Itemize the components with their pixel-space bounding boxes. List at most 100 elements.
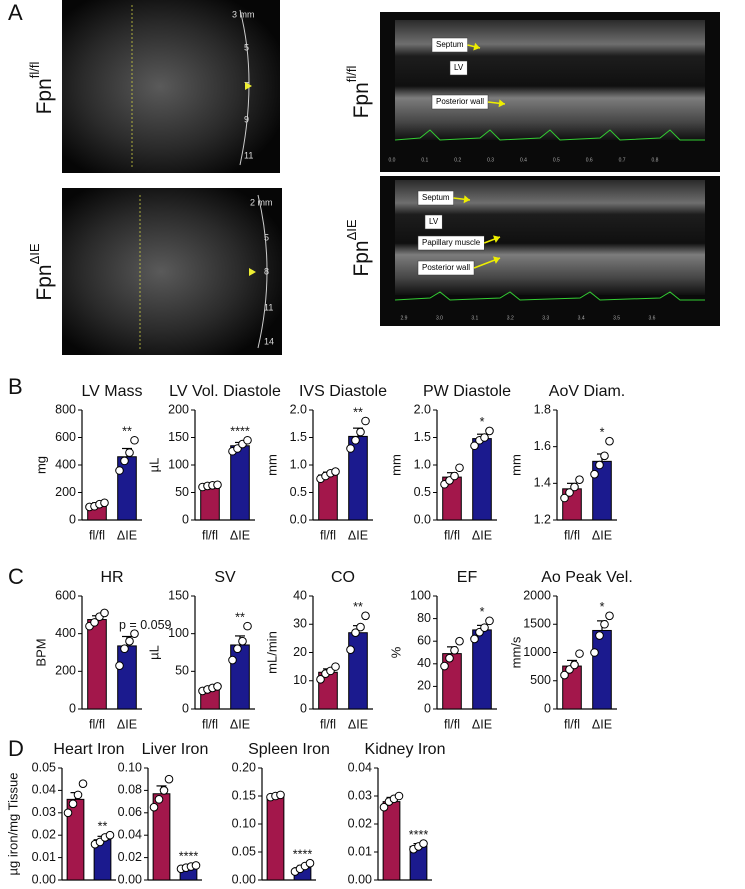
data-point: [575, 649, 584, 658]
x-tick-label: fl/fl: [320, 528, 336, 542]
y-axis-label: mm: [388, 454, 403, 476]
data-point: [233, 644, 242, 654]
y-tick-label: 0: [300, 701, 307, 715]
data-point: [485, 426, 494, 436]
genotype-base: Fpn: [350, 82, 373, 118]
y-tick-label: 600: [55, 430, 76, 444]
data-point: [130, 629, 139, 638]
x-tick-label: ΔIE: [472, 717, 492, 731]
arrow-head: [463, 195, 470, 204]
y-tick-label: 1.4: [534, 476, 551, 490]
data-point: [351, 628, 360, 638]
arrow-head: [473, 42, 480, 51]
x-tick-label: ΔIE: [117, 717, 137, 731]
chart-title: HR: [100, 569, 123, 586]
y-tick-label: 50: [175, 485, 189, 499]
data-point: [105, 830, 115, 840]
significance: ****: [179, 850, 199, 864]
y-axis-label: µg iron/mg Tissue: [5, 773, 20, 876]
y-tick-label: 600: [55, 588, 76, 602]
chart-title: AoV Diam.: [549, 383, 625, 400]
y-tick-label: 200: [55, 664, 76, 678]
data-point: [78, 779, 88, 788]
y-tick-label: 500: [530, 673, 551, 687]
bar: [87, 619, 107, 710]
significance: ****: [230, 425, 250, 439]
data-point: [130, 435, 139, 445]
x-tick-label: fl/fl: [564, 528, 580, 542]
arrow-head: [492, 235, 500, 243]
y-tick-label: 20: [417, 679, 431, 693]
panel-label: A: [8, 0, 23, 25]
significance: ****: [293, 847, 313, 861]
y-tick-label: 80: [417, 611, 431, 625]
arrow-head: [492, 256, 500, 264]
ecg-trace: [394, 129, 705, 141]
data-point: [605, 436, 614, 446]
y-axis-label: mL/min: [264, 631, 279, 674]
y-tick-label: 0.0: [290, 512, 307, 526]
y-tick-label: 0.0: [414, 512, 431, 526]
x-tick-label: fl/fl: [564, 717, 580, 731]
y-tick-label: 0.10: [232, 816, 256, 830]
y-tick-label: 1.0: [290, 457, 307, 471]
y-tick-label: 1.6: [534, 439, 551, 453]
y-axis-label: %: [388, 646, 403, 658]
y-tick-label: 0: [182, 512, 189, 526]
significance: p = 0.059: [119, 618, 172, 632]
y-axis-label: mg: [33, 456, 48, 474]
x-tick-label: fl/fl: [89, 717, 105, 731]
chart-title: LV Mass: [81, 383, 142, 400]
y-tick-label: 30: [293, 617, 307, 631]
data-point: [605, 611, 614, 621]
time-label: 3.1: [471, 315, 478, 321]
data-point: [125, 636, 134, 646]
structure-label: Septum: [422, 193, 450, 202]
depth-label: 14: [264, 336, 274, 346]
y-tick-label: 0.5: [414, 485, 431, 499]
data-point: [595, 460, 604, 470]
genotype-label: Fpnfl/fl: [344, 65, 372, 118]
y-tick-label: 0.5: [290, 485, 307, 499]
data-point: [470, 634, 479, 644]
bar: [117, 645, 137, 710]
time-label: 0.8: [652, 157, 659, 163]
time-label: 3.2: [507, 315, 514, 321]
y-tick-label: 0.20: [232, 760, 256, 774]
y-tick-label: 0.02: [32, 827, 56, 841]
data-point: [159, 786, 169, 795]
y-axis-label: µL: [146, 458, 161, 473]
data-point: [570, 660, 579, 670]
data-point: [480, 433, 489, 442]
depth-label: 3 mm: [232, 9, 255, 19]
y-tick-label: 0.04: [118, 827, 142, 841]
y-tick-label: 60: [417, 633, 431, 647]
time-label: 3.5: [613, 315, 620, 321]
structure-label: Posterior wall: [436, 97, 484, 106]
y-tick-label: 0.03: [32, 805, 56, 819]
x-tick-label: fl/fl: [202, 717, 218, 731]
y-tick-label: 0.00: [232, 872, 256, 886]
data-point: [455, 636, 464, 646]
depth-marker: [245, 82, 252, 90]
significance: **: [353, 600, 363, 614]
depth-label: 11: [244, 150, 253, 160]
significance: *: [480, 605, 485, 619]
data-point: [450, 645, 459, 655]
time-label: 3.6: [649, 315, 656, 321]
data-point: [125, 448, 134, 457]
y-tick-label: 1.5: [290, 430, 307, 444]
y-tick-label: 150: [168, 588, 189, 602]
y-tick-label: 0.06: [118, 805, 142, 819]
data-point: [149, 802, 159, 812]
time-label: 0.2: [454, 157, 461, 163]
data-point: [419, 839, 428, 848]
y-tick-label: 20: [293, 645, 307, 659]
time-label: 0.1: [421, 157, 428, 163]
genotype-label: FpnΔIE: [344, 219, 372, 276]
chart-title: CO: [331, 569, 355, 586]
bar: [230, 445, 250, 521]
y-tick-label: 150: [168, 430, 189, 444]
bar: [117, 456, 137, 521]
depth-label: 8: [264, 266, 269, 276]
